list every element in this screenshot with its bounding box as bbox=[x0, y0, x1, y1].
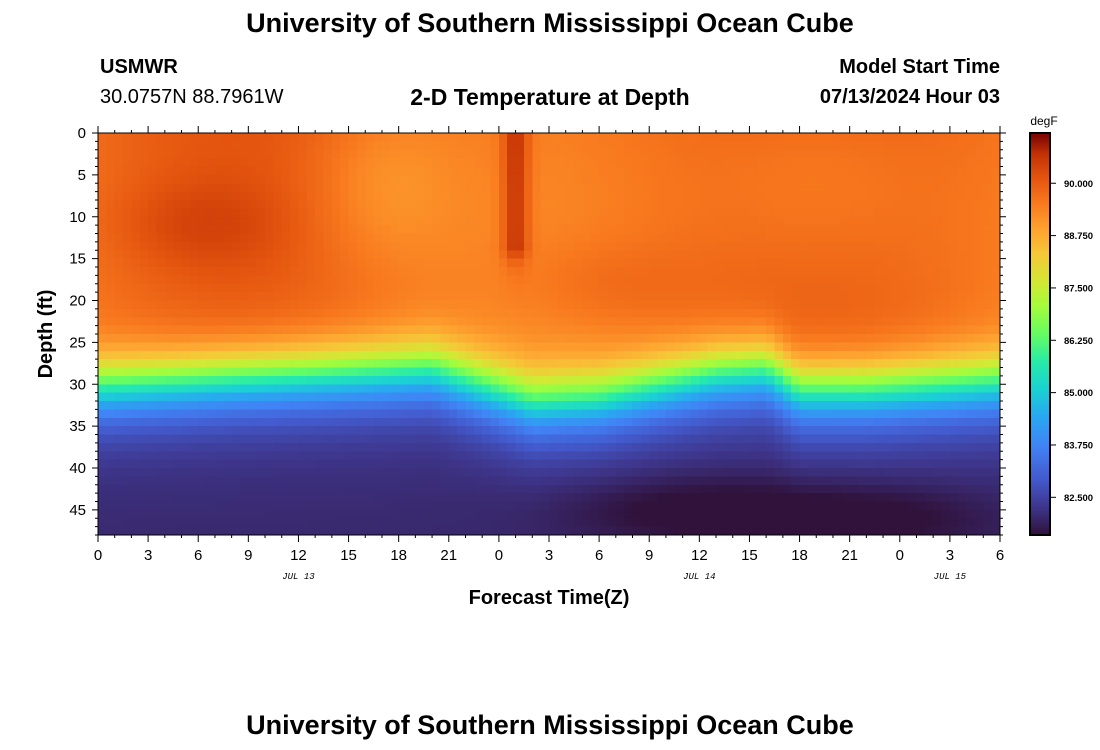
colorbar-ticks: 90.000 88.750 87.500 86.250 85.000 83.750 82.5… bbox=[1050, 179, 1093, 504]
x-tick-label: 21 bbox=[841, 547, 858, 564]
y-tick-label: 5 bbox=[78, 167, 86, 184]
colorbar-tick-label: 82.500 bbox=[1064, 493, 1093, 504]
x-tick-label: 9 bbox=[645, 547, 653, 564]
x-axis: 0 3 6 9 12 15 18 21 0 3 6 9 12 15 18 21 0 3 6 JUL 13 JUL 14 J… bbox=[94, 126, 1004, 582]
x-tick-label: 6 bbox=[996, 547, 1004, 564]
y-tick-label: 45 bbox=[69, 502, 86, 519]
date-label: JUL 14 bbox=[683, 572, 715, 582]
y-tick-label: 25 bbox=[69, 334, 86, 351]
colorbar-frame bbox=[1029, 132, 1051, 536]
x-tick-label: 18 bbox=[791, 547, 808, 564]
footer-title: University of Southern Mississippi Ocean… bbox=[246, 710, 854, 740]
y-tick-label: 10 bbox=[69, 209, 86, 226]
page-title: University of Southern Mississippi Ocean… bbox=[246, 8, 854, 38]
x-tick-label: 0 bbox=[495, 547, 503, 564]
x-tick-label: 0 bbox=[94, 547, 102, 564]
x-tick-label: 6 bbox=[194, 547, 202, 564]
x-tick-label: 12 bbox=[691, 547, 708, 564]
chart-subtitle: 2-D Temperature at Depth bbox=[410, 84, 690, 110]
colorbar-tick-label: 83.750 bbox=[1064, 440, 1093, 451]
colorbar-image bbox=[1031, 134, 1049, 535]
colorbar-unit: degF bbox=[1030, 114, 1057, 128]
station-name: USMWR bbox=[100, 56, 178, 78]
y-tick-label: 30 bbox=[69, 376, 86, 393]
x-tick-label: 15 bbox=[340, 547, 357, 564]
heatmap-image bbox=[98, 133, 1000, 535]
station-coordinates: 30.0757N 88.7961W bbox=[100, 86, 284, 108]
x-tick-label: 3 bbox=[946, 547, 954, 564]
date-label: JUL 15 bbox=[934, 572, 967, 582]
y-tick-label: 0 bbox=[78, 125, 86, 142]
colorbar-tick-label: 87.500 bbox=[1064, 283, 1093, 294]
y-tick-label: 35 bbox=[69, 418, 86, 435]
x-tick-label: 21 bbox=[440, 547, 457, 564]
y-tick-label: 15 bbox=[69, 251, 86, 268]
x-axis-title: Forecast Time(Z) bbox=[469, 587, 630, 609]
x-tick-label: 15 bbox=[741, 547, 758, 564]
colorbar-tick-label: 88.750 bbox=[1064, 231, 1093, 242]
model-start-label: Model Start Time bbox=[839, 56, 1000, 78]
y-tick-label: 20 bbox=[69, 293, 86, 310]
x-tick-label: 3 bbox=[545, 547, 553, 564]
date-label: JUL 13 bbox=[282, 572, 315, 582]
x-tick-label: 0 bbox=[896, 547, 904, 564]
y-tick-label: 40 bbox=[69, 460, 86, 477]
model-start-value: 07/13/2024 Hour 03 bbox=[819, 86, 1000, 108]
colorbar-tick-label: 85.000 bbox=[1064, 388, 1093, 399]
colorbar-tick-label: 90.000 bbox=[1064, 179, 1093, 190]
y-axis-title: Depth (ft) bbox=[35, 290, 57, 379]
x-tick-label: 9 bbox=[244, 547, 252, 564]
x-tick-label: 18 bbox=[390, 547, 407, 564]
x-tick-label: 6 bbox=[595, 547, 603, 564]
x-tick-label: 12 bbox=[290, 547, 307, 564]
y-axis: 0 5 10 15 20 25 30 35 40 45 bbox=[69, 125, 1006, 536]
colorbar-tick-label: 86.250 bbox=[1064, 336, 1093, 347]
x-tick-label: 3 bbox=[144, 547, 152, 564]
